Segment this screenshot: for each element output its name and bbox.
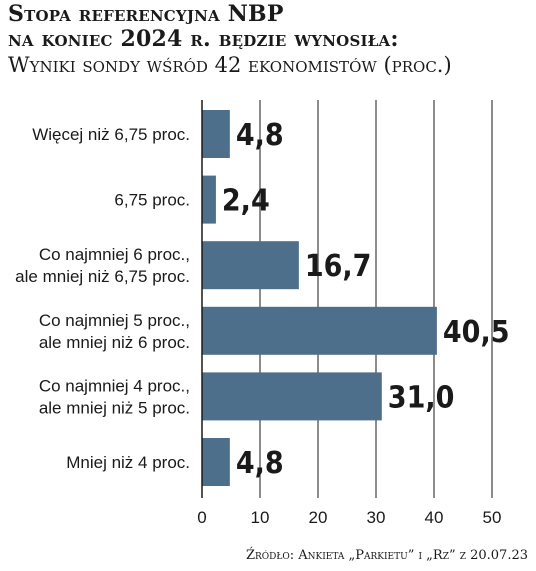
value-label-0: 4,8	[236, 118, 284, 153]
category-label-1-0: 6,75 proc.	[114, 191, 190, 210]
category-label-3-0: Co najmniej 5 proc.,	[39, 311, 190, 330]
bar-5	[202, 438, 230, 486]
chart-title-block: Stopa referencyjna NBP na koniec 2024 r.…	[8, 2, 528, 78]
category-label-3-1: ale mniej niż 6 proc.	[39, 333, 190, 352]
bar-0	[202, 110, 230, 158]
category-label-4-0: Co najmniej 4 proc.,	[39, 376, 190, 395]
value-label-4: 31,0	[388, 380, 455, 415]
value-label-5: 4,8	[236, 446, 284, 481]
category-label-2-1: ale mniej niż 6,75 proc.	[15, 267, 190, 286]
bar-4	[202, 372, 382, 421]
chart-title-line-1: Stopa referencyjna NBP	[8, 1, 284, 27]
value-label-2: 16,7	[305, 249, 372, 284]
category-label-0-0: Więcej niż 6,75 proc.	[32, 125, 190, 144]
x-tick-label-3: 30	[367, 508, 386, 527]
value-label-3: 40,5	[443, 315, 510, 350]
bar-2	[202, 241, 299, 290]
category-label-2-0: Co najmniej 6 proc.,	[39, 245, 190, 264]
chart-title-line-2: na koniec 2024 r. będzie wynosiła:	[8, 26, 399, 52]
x-tick-label-0: 0	[197, 508, 206, 527]
category-label-4-1: ale mniej niż 5 proc.	[39, 398, 190, 417]
x-tick-label-4: 40	[425, 508, 444, 527]
source-note: Źródło: Ankieta „Parkietu” i „Rz” z 20.0…	[245, 548, 528, 563]
bar-3	[202, 306, 437, 355]
chart-subtitle: Wyniki sondy wśród 42 ekonomistów (proc.…	[8, 53, 452, 77]
value-label-1: 2,4	[222, 184, 270, 219]
x-tick-label-2: 20	[309, 508, 328, 527]
bar-1	[202, 175, 216, 224]
x-tick-label-1: 10	[251, 508, 270, 527]
x-tick-label-5: 50	[483, 508, 502, 527]
category-label-5-0: Mniej niż 4 proc.	[66, 453, 190, 472]
